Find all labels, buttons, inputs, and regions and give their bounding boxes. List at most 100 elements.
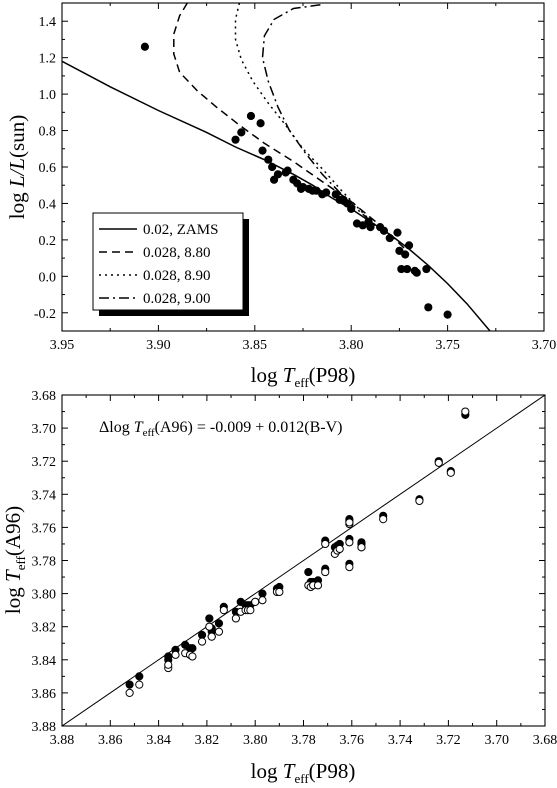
- teff-data-point-open: [258, 596, 267, 605]
- teff-x-tick-label: 3.88: [50, 733, 75, 748]
- hr-y-tick-label: 0.8: [39, 125, 57, 140]
- hr-data-point: [366, 223, 375, 232]
- hr-data-point: [404, 241, 414, 250]
- hr-y-tick-label: 1.2: [39, 52, 57, 67]
- teff-data-point-open: [231, 614, 240, 623]
- hr-diagram-panel: 3.95 3.90 3.85 3.80 3.75 3.70 -0.2 0.0 0.2 0.4 0.…: [5, 2, 557, 390]
- fit-annotation: Δlog Teff(A96) = -0.009 + 0.012(B-V): [99, 419, 342, 439]
- teff-data-point-open: [434, 458, 443, 467]
- teff-x-tick-label: 3.68: [533, 733, 557, 748]
- hr-y-tick-label: 0.2: [39, 234, 57, 249]
- y-axis-title-bottom: log Teff(A96): [1, 506, 28, 614]
- hr-data-point: [283, 166, 292, 175]
- teff-data-point-open: [321, 567, 330, 577]
- hr-y-tick-label: 0.0: [39, 270, 57, 285]
- teff-y-tick-label: 3.72: [32, 455, 57, 470]
- hr-data-point: [403, 264, 412, 274]
- hr-series-line-1: [173, 3, 406, 250]
- teff-data-point-open: [345, 538, 354, 547]
- teff-x-tick-label: 3.82: [195, 733, 220, 748]
- hr-data-point: [246, 111, 256, 121]
- hr-data-point: [237, 128, 246, 137]
- teff-data-point: [188, 644, 197, 653]
- hr-data-point: [422, 264, 431, 274]
- teff-y-tick-label: 3.70: [32, 422, 57, 437]
- teff-data-point-open: [251, 597, 260, 606]
- teff-data-point: [304, 567, 313, 577]
- teff-x-tick-label: 3.74: [388, 733, 413, 748]
- teff-y-tick-label: 3.76: [32, 521, 57, 536]
- teff-x-tick-label: 3.72: [436, 733, 461, 748]
- hr-data-point: [412, 268, 421, 277]
- legend-entry-label: 0.028, 8.80: [143, 245, 211, 261]
- hr-data-point: [401, 250, 410, 259]
- hr-x-tick-label: 3.85: [243, 338, 268, 353]
- hr-data-point: [331, 190, 340, 199]
- hr-data-point: [268, 162, 277, 172]
- teff-y-tick-label: 3.84: [32, 654, 57, 669]
- teff-series-line-0: [62, 395, 545, 726]
- hr-y-tick-label: -0.2: [34, 307, 56, 322]
- teff-data-point-open: [415, 496, 424, 506]
- teff-comparison-panel: 3.88 3.86 3.84 3.82 3.80 3.78 3.76 3.74 3.72 3.70…: [1, 389, 557, 786]
- y-axis-title-top: log L/L(sun): [5, 115, 29, 219]
- teff-data-point-open: [219, 606, 228, 615]
- x-axis-title-top: log Teff(P98): [251, 363, 356, 390]
- teff-data-point-open: [321, 539, 330, 549]
- teff-data-point-open: [188, 652, 197, 661]
- teff-data-point-open: [275, 587, 284, 597]
- hr-data-point: [379, 226, 389, 235]
- teff-y-tick-label: 3.86: [32, 687, 57, 702]
- hr-data-point: [312, 186, 321, 195]
- teff-data-point-open: [205, 622, 214, 631]
- teff-data-point: [135, 672, 144, 681]
- hr-data-point: [256, 119, 265, 128]
- hr-data-point: [395, 246, 404, 255]
- teff-data-point-open: [164, 660, 173, 669]
- teff-x-tick-label: 3.76: [340, 733, 365, 748]
- hr-data-point: [273, 170, 283, 179]
- teff-data-point-open: [446, 468, 455, 477]
- hr-x-tick-label: 3.75: [435, 338, 460, 353]
- teff-data-point-open: [345, 563, 354, 572]
- hr-data-point: [393, 228, 402, 237]
- teff-data-point: [214, 619, 224, 628]
- teff-data-point-open: [345, 518, 354, 527]
- hr-data-point: [264, 155, 273, 164]
- hr-y-tick-label: 0.6: [39, 161, 57, 176]
- hr-data-point: [322, 188, 331, 197]
- teff-x-tick-label: 3.80: [243, 733, 268, 748]
- teff-data-point-open: [197, 637, 207, 646]
- teff-x-tick-label: 3.78: [291, 733, 316, 748]
- hr-data-point: [424, 303, 433, 312]
- hr-data-point: [293, 179, 302, 188]
- teff-y-tick-label: 3.74: [32, 488, 57, 503]
- hr-series-line-0: [62, 60, 491, 331]
- teff-data-point-open: [125, 688, 134, 698]
- hr-data-point: [358, 221, 367, 230]
- legend-entry-label: 0.028, 8.90: [143, 268, 211, 284]
- teff-data-point-open: [207, 632, 216, 641]
- teff-x-tick-label: 3.84: [146, 733, 171, 748]
- hr-data-point: [343, 199, 352, 208]
- teff-data-point-open: [379, 515, 388, 524]
- hr-x-tick-label: 3.70: [532, 338, 557, 353]
- hr-x-tick-label: 3.90: [146, 338, 171, 353]
- hr-x-tick-label: 3.95: [50, 338, 75, 353]
- hr-series-line-2: [234, 3, 381, 232]
- teff-x-tick-label: 3.70: [484, 733, 509, 748]
- hr-data-point: [461, 333, 468, 340]
- teff-y-tick-label: 3.88: [32, 720, 57, 735]
- teff-y-tick-label: 3.68: [32, 389, 57, 404]
- teff-data-point-open: [171, 650, 180, 659]
- teff-data-point-open: [135, 680, 144, 689]
- teff-data-point: [205, 614, 214, 623]
- legend: 0.02, ZAMS 0.028, 8.80 0.028, 8.90 0.028, 9…: [92, 212, 249, 316]
- hr-data-point: [347, 204, 356, 214]
- hr-data-point: [443, 310, 452, 319]
- hr-data-point: [385, 233, 394, 243]
- x-axis-title-bottom: log Teff(P98): [251, 759, 356, 786]
- teff-y-tick-label: 3.82: [32, 621, 57, 636]
- hr-x-tick-label: 3.80: [339, 338, 364, 353]
